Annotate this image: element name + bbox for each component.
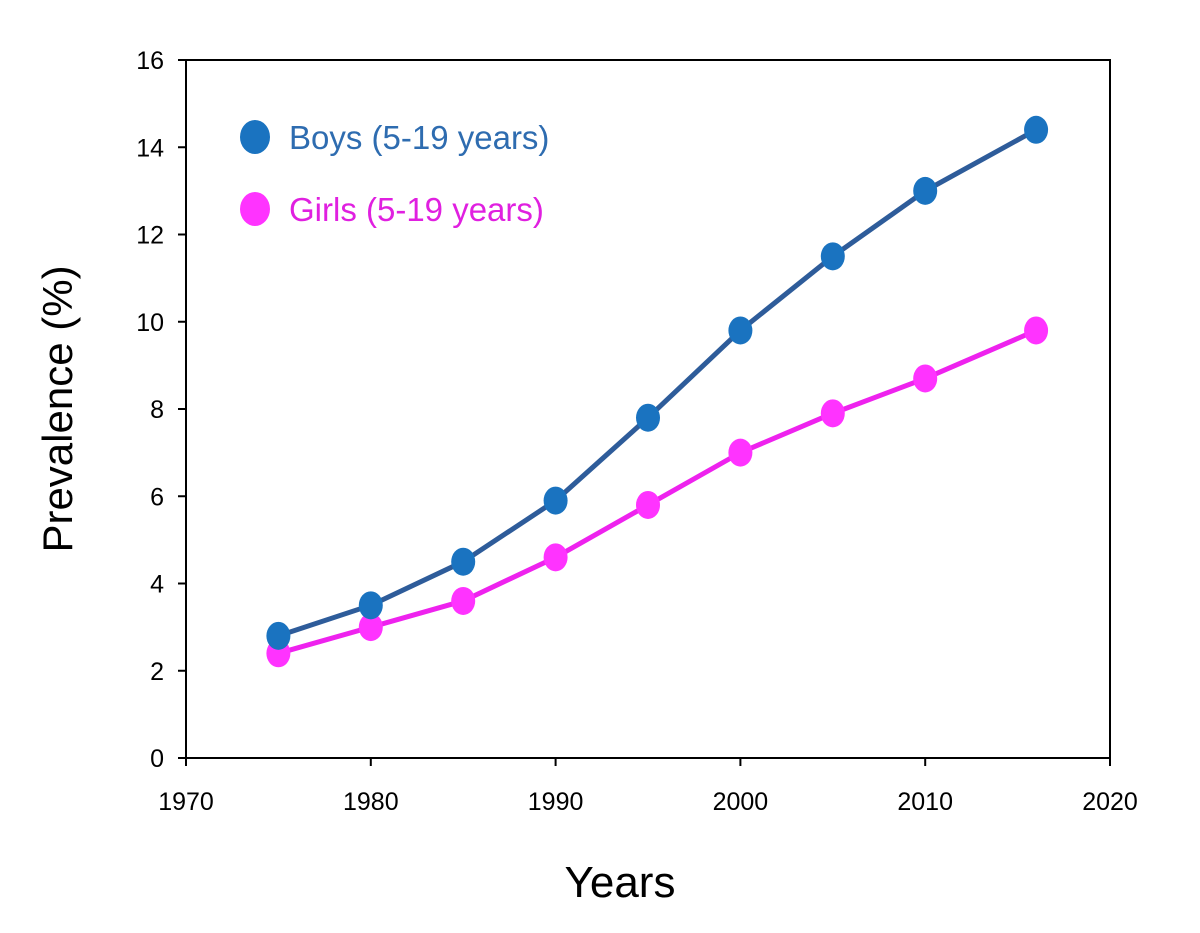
y-tick-label: 16 bbox=[136, 47, 164, 75]
data-point bbox=[820, 399, 845, 428]
data-point bbox=[913, 176, 938, 205]
y-axis-title: Prevalence (%) bbox=[34, 265, 81, 552]
y-tick-label: 2 bbox=[150, 658, 164, 686]
legend-marker bbox=[240, 192, 270, 226]
data-point bbox=[728, 316, 753, 345]
legend-label: Girls (5-19 years) bbox=[289, 191, 544, 228]
series-layer bbox=[266, 115, 1049, 668]
data-point bbox=[543, 486, 568, 515]
data-point bbox=[820, 242, 845, 271]
data-point bbox=[451, 586, 476, 615]
x-tick-label: 1990 bbox=[528, 788, 584, 816]
data-point bbox=[913, 364, 938, 393]
legend-label: Boys (5-19 years) bbox=[289, 119, 549, 156]
y-tick-label: 8 bbox=[150, 396, 164, 424]
y-tick-label: 12 bbox=[136, 222, 164, 250]
series-1 bbox=[266, 316, 1049, 668]
data-point bbox=[451, 547, 476, 576]
y-tick-label: 4 bbox=[150, 571, 164, 599]
series-0 bbox=[266, 115, 1049, 650]
data-point bbox=[636, 403, 660, 432]
x-axis-title: Years bbox=[565, 858, 676, 907]
legend-marker bbox=[240, 120, 270, 154]
x-tick-label: 1980 bbox=[343, 788, 399, 816]
data-point bbox=[358, 613, 383, 642]
legend: Boys (5-19 years) Girls (5-19 years) bbox=[240, 119, 549, 228]
data-point bbox=[636, 490, 660, 519]
data-point bbox=[266, 621, 291, 650]
data-point bbox=[358, 591, 383, 620]
x-axis: 1970 1980 1990 2000 2010 2020 bbox=[158, 758, 1138, 816]
x-tick-label: 1970 bbox=[158, 788, 214, 816]
data-point bbox=[1024, 316, 1049, 345]
x-tick-label: 2010 bbox=[897, 788, 953, 816]
data-point bbox=[728, 438, 753, 467]
data-point bbox=[1024, 115, 1049, 144]
y-tick-label: 6 bbox=[150, 483, 164, 511]
y-axis: 0 2 4 6 8 10 12 14 16 bbox=[136, 47, 186, 773]
x-tick-label: 2000 bbox=[713, 788, 769, 816]
y-tick-label: 10 bbox=[136, 309, 164, 337]
y-tick-label: 0 bbox=[150, 745, 164, 773]
data-point bbox=[543, 543, 568, 572]
y-tick-label: 14 bbox=[136, 134, 164, 162]
x-tick-label: 2020 bbox=[1082, 788, 1138, 816]
